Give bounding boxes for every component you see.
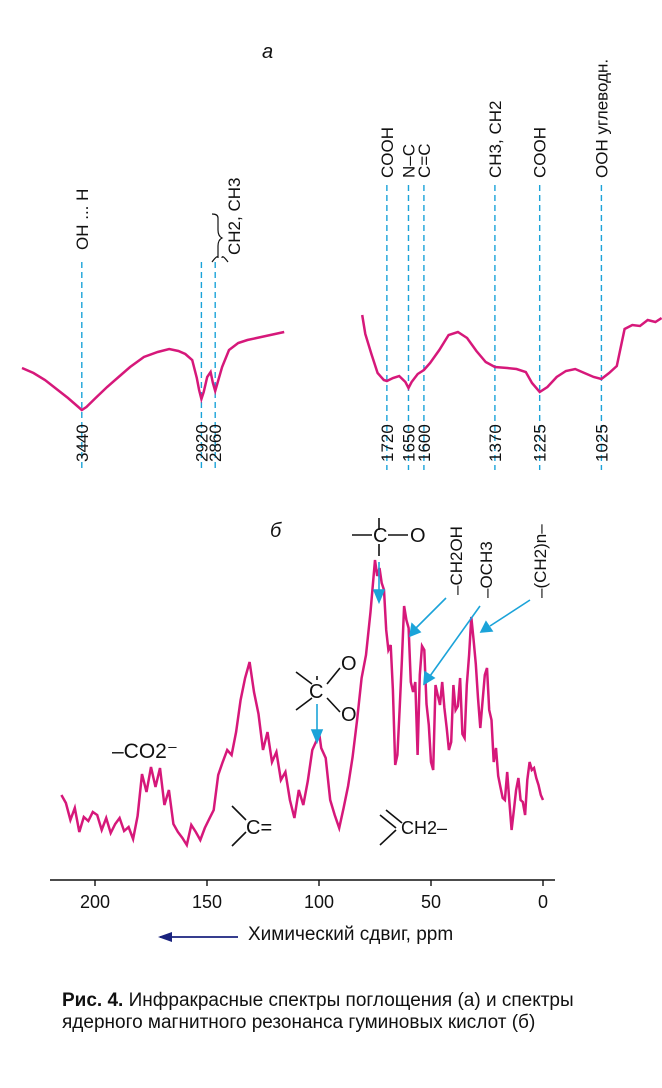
- annotation-vinylidene: CH2–: [379, 809, 447, 846]
- caption-text: Инфракрасные спектры поглощения (а) и сп…: [62, 990, 574, 1033]
- x-axis-direction-arrow: [158, 932, 238, 942]
- svg-text:CH2–: CH2–: [401, 818, 447, 838]
- nmr-pointer-arrows: [310, 562, 531, 745]
- ir-guide-lines: [81, 185, 603, 470]
- nmr-tick-label-200: 200: [80, 892, 110, 912]
- ir-spectrum-right-segment: [360, 314, 662, 394]
- nmr-tick-label-50: 50: [421, 892, 441, 912]
- ir-tick-label-1600: 1600: [415, 424, 434, 462]
- svg-text:C: C: [309, 681, 323, 703]
- ir-brace-label: CH2, CH3: [225, 178, 244, 255]
- ir-tick-label-2860: 2860: [206, 424, 225, 462]
- ir-tick-label-1025: 1025: [592, 424, 611, 462]
- ir-band-label-6: CH3, CH2: [486, 101, 505, 178]
- ir-band-label-3: COOH: [378, 127, 397, 178]
- ir-tick-label-3440: 3440: [73, 424, 92, 462]
- annotation-ch2oh: –CH2OH: [447, 526, 466, 595]
- annotation-carbonyl: C O: [352, 518, 426, 556]
- nmr-x-axis-title: Химический сдвиг, ppm: [248, 924, 454, 945]
- ir-band-label-5: C=C: [415, 144, 434, 178]
- figure-caption: Рис. 4. Инфракрасные спектры поглощения …: [62, 990, 632, 1034]
- ir-tick-label-1720: 1720: [378, 424, 397, 462]
- ir-brace: [211, 213, 224, 263]
- annotation-alkene: C=: [231, 805, 272, 847]
- ir-spectrum-left-segment: [21, 330, 285, 412]
- ir-band-label-4: N–C: [399, 144, 418, 178]
- nmr-tick-label-150: 150: [192, 892, 222, 912]
- ir-tick-label-1370: 1370: [486, 424, 505, 462]
- nmr-tick-label-0: 0: [538, 892, 548, 912]
- svg-text:O: O: [341, 653, 357, 675]
- svg-text:O: O: [341, 704, 357, 726]
- svg-text:C=: C=: [246, 817, 272, 839]
- svg-text:O: O: [410, 525, 426, 547]
- ir-band-label-0: OH ... H: [73, 189, 92, 250]
- annotation-och3: –OCH3: [477, 541, 496, 598]
- ir-tick-label-2920: 2920: [192, 424, 211, 462]
- ir-band-label-8: OOH углеводн.: [592, 59, 611, 178]
- nmr-spectrum: [60, 559, 545, 849]
- annotation-ch2n: –(CH2)n–: [531, 524, 550, 598]
- annotation-ketal: C O O: [295, 653, 357, 726]
- nmr-tick-label-100: 100: [304, 892, 334, 912]
- caption-prefix: Рис. 4.: [62, 990, 124, 1011]
- annotation-co2: –CO2⁻: [112, 740, 178, 763]
- ir-tick-label-1650: 1650: [399, 424, 418, 462]
- panel-a-label: a: [262, 41, 273, 63]
- nmr-x-ticks: 200 150 100 50 0: [80, 880, 548, 912]
- svg-text:C: C: [373, 525, 387, 547]
- ir-tick-label-1225: 1225: [531, 424, 550, 462]
- ir-band-label-7: COOH: [531, 127, 550, 178]
- ir-brace-right: [221, 256, 229, 263]
- panel-b-label: б: [270, 520, 282, 542]
